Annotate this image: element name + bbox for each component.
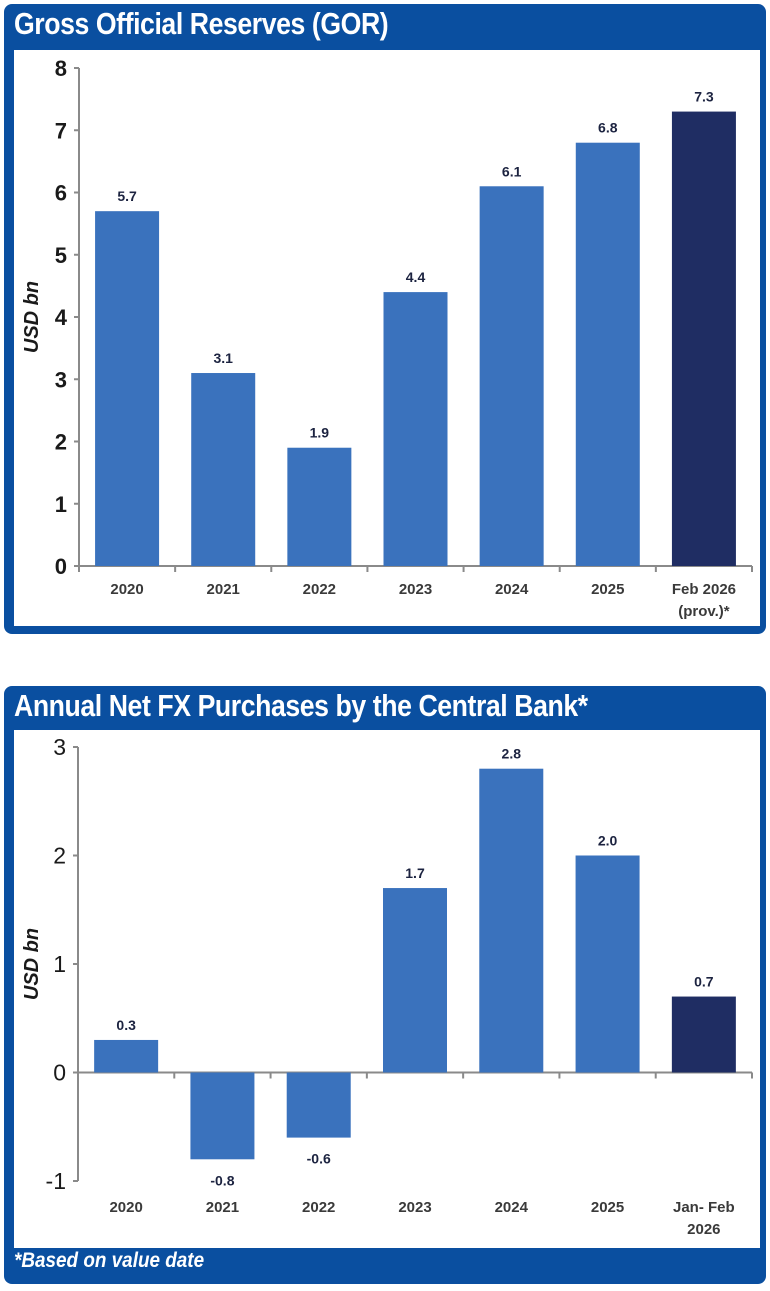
gor-x-tick-label: (prov.)* bbox=[678, 603, 730, 620]
fx-bar-2021 bbox=[190, 1072, 255, 1160]
fx-bar-2020 bbox=[94, 1039, 159, 1073]
gor-data-label: 5.7 bbox=[117, 188, 137, 204]
gor-bar-2022 bbox=[287, 447, 352, 566]
fx-y-tick-label: 3 bbox=[53, 734, 66, 760]
gor-y-tick-label: 4 bbox=[55, 305, 68, 330]
gor-data-label: 4.4 bbox=[406, 269, 426, 285]
gor-data-label: 1.9 bbox=[310, 425, 330, 441]
gor-y-tick-label: 6 bbox=[55, 181, 67, 206]
fx-y-tick-label: 0 bbox=[53, 1060, 66, 1086]
gor-y-tick-label: 7 bbox=[55, 118, 67, 143]
fx-bar-chart: -1 0 1 2 3 USD bn 0.3 2020 -0.8 2021 -0.6 2022 1.7 20… bbox=[21, 734, 753, 1238]
fx-data-label: 0.3 bbox=[116, 1017, 136, 1033]
fx-data-label: 2.0 bbox=[598, 833, 618, 849]
fx-bar-2025 bbox=[575, 855, 640, 1073]
fx-x-tick-label: Jan- Feb bbox=[673, 1199, 735, 1216]
gor-data-label: 6.1 bbox=[502, 163, 522, 179]
fx-data-label: 1.7 bbox=[405, 865, 425, 881]
gor-y-tick-label: 1 bbox=[55, 492, 67, 517]
fx-bar-2022 bbox=[286, 1072, 351, 1138]
fx-y-tick-label: 2 bbox=[53, 843, 66, 869]
gor-bar-2021 bbox=[191, 373, 256, 566]
gor-y-tick-label: 0 bbox=[55, 554, 67, 579]
gor-y-tick-label: 5 bbox=[55, 243, 67, 268]
fx-bar-2023 bbox=[383, 888, 447, 1073]
fx-panel: Annual Net FX Purchases by the Central B… bbox=[4, 686, 766, 1284]
gor-x-tick-label: 2021 bbox=[207, 581, 240, 598]
gor-bar-2020 bbox=[95, 211, 160, 567]
gor-y-tick-label: 2 bbox=[55, 430, 67, 455]
gor-data-label: 6.8 bbox=[598, 120, 618, 136]
fx-x-tick-label: 2021 bbox=[206, 1199, 239, 1216]
fx-plot-area: -1 0 1 2 3 USD bn 0.3 2020 -0.8 2021 -0.6 2022 1.7 20… bbox=[14, 730, 760, 1248]
gor-y-axis-label: USD bn bbox=[21, 281, 43, 353]
fx-data-label: 2.8 bbox=[502, 746, 522, 762]
fx-chart-title: Annual Net FX Purchases by the Central B… bbox=[14, 688, 588, 723]
fx-data-label: -0.6 bbox=[307, 1151, 331, 1167]
fx-x-tick-label: 2022 bbox=[302, 1199, 335, 1216]
gor-bar-Feb 2026 (prov.)* bbox=[671, 111, 736, 566]
fx-x-tick-label: 2023 bbox=[398, 1199, 431, 1216]
gor-plot-area: 0 1 2 3 4 5 6 7 8 USD bn 5.7 2020 3.1 2021 1.9 2022 4.4 2… bbox=[14, 50, 760, 626]
gor-data-label: 7.3 bbox=[694, 89, 714, 105]
gor-y-tick-label: 3 bbox=[55, 367, 67, 392]
gor-x-tick-label: 2025 bbox=[591, 581, 624, 598]
fx-data-label: -0.8 bbox=[210, 1172, 234, 1188]
gor-bar-2023 bbox=[383, 292, 448, 566]
fx-y-tick-label: -1 bbox=[46, 1168, 66, 1194]
gor-chart-title: Gross Official Reserves (GOR) bbox=[14, 6, 389, 41]
fx-x-tick-label: 2025 bbox=[591, 1199, 624, 1216]
gor-x-tick-label: Feb 2026 bbox=[672, 581, 736, 598]
fx-bar-Jan- Feb 2026 bbox=[671, 996, 736, 1073]
fx-x-tick-label: 2026 bbox=[687, 1221, 720, 1238]
fx-y-axis-label: USD bn bbox=[21, 928, 43, 1000]
fx-footnote: *Based on value date bbox=[14, 1249, 205, 1272]
gor-panel: Gross Official Reserves (GOR) 0 1 2 3 4 5 6 7 8 U… bbox=[4, 4, 766, 634]
gor-bar-chart: 0 1 2 3 4 5 6 7 8 USD bn 5.7 2020 3.1 2021 1.9 2022 4.4 2… bbox=[21, 56, 753, 620]
gor-x-tick-label: 2024 bbox=[495, 581, 529, 598]
gor-data-label: 3.1 bbox=[213, 350, 233, 366]
fx-data-label: 0.7 bbox=[694, 974, 714, 990]
gor-x-tick-label: 2020 bbox=[110, 581, 143, 598]
fx-x-tick-label: 2024 bbox=[495, 1199, 529, 1216]
gor-x-tick-label: 2023 bbox=[399, 581, 432, 598]
fx-y-tick-label: 1 bbox=[53, 951, 66, 977]
gor-bar-2025 bbox=[575, 142, 640, 566]
fx-x-tick-label: 2020 bbox=[109, 1199, 142, 1216]
gor-bar-2024 bbox=[479, 186, 544, 566]
gor-x-tick-label: 2022 bbox=[303, 581, 336, 598]
fx-bar-2024 bbox=[479, 768, 544, 1073]
gor-y-tick-label: 8 bbox=[55, 56, 67, 81]
